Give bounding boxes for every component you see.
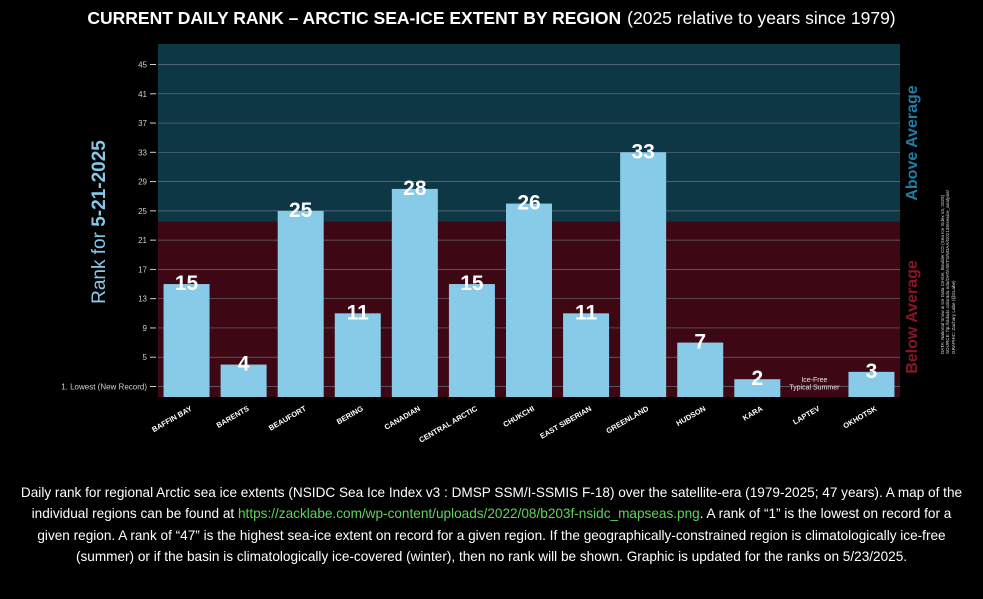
y-tick-label-41: 41 <box>138 90 147 99</box>
x-tick-label-baffin-bay: BAFFIN BAY <box>150 404 193 434</box>
bar-value-east-siberian: 11 <box>575 301 598 324</box>
bar-beaufort <box>277 210 324 397</box>
bar-bering <box>334 313 381 397</box>
y-axis-label-prefix: Rank for <box>89 232 110 304</box>
y-tick-label-25: 25 <box>138 207 147 216</box>
bar-value-kara: 2 <box>751 367 763 390</box>
bar-chukchi <box>506 203 552 397</box>
above-average-label: Above Average <box>904 85 921 201</box>
bar-canadian <box>391 188 438 397</box>
x-tick-label-canadian: CANADIAN <box>383 404 422 432</box>
bar-value-central-arctic: 15 <box>460 272 484 295</box>
region-map-link[interactable]: https://zacklabe.com/wp-content/uploads/… <box>237 506 700 522</box>
no-rank-note-0: Ice-Free <box>801 377 827 384</box>
x-tick-label-barents: BARENTS <box>215 404 251 430</box>
bar-value-okhotsk: 3 <box>866 360 878 383</box>
data-credits: DATA: National Snow & Ice Data Center, B… <box>940 190 956 354</box>
bar-hudson <box>677 342 724 397</box>
caption: Daily rank for regional Arctic sea ice e… <box>20 482 963 567</box>
bar-okhotsk <box>848 371 895 397</box>
y-tick-label-33: 33 <box>138 148 147 157</box>
chart-title: CURRENT DAILY RANK – ARCTIC SEA-ICE EXTE… <box>0 8 983 29</box>
bar-greenland <box>620 152 667 397</box>
bar-chart: 1. Lowest (New Record)591317212529333741… <box>61 44 900 445</box>
x-tick-label-okhotsk: OKHOTSK <box>841 404 878 431</box>
bar-value-beaufort: 25 <box>289 199 313 222</box>
y-tick-label-21: 21 <box>138 236 147 245</box>
y-tick-label-5: 5 <box>143 353 148 362</box>
y-tick-label-45: 45 <box>138 61 147 70</box>
bar-value-chukchi: 26 <box>517 192 540 215</box>
x-tick-label-chukchi: CHUKCHI <box>502 404 536 429</box>
x-tick-label-beaufort: BEAUFORT <box>267 404 308 433</box>
x-tick-label-greenland: GREENLAND <box>605 404 651 436</box>
bar-barents <box>220 364 267 397</box>
x-tick-label-laptev: LAPTEV <box>791 404 821 427</box>
y-tick-label-1: 1. Lowest (New Record) <box>61 383 147 392</box>
above-average-region <box>158 44 900 222</box>
bar-value-canadian: 28 <box>403 177 427 200</box>
bar-value-bering: 11 <box>347 301 370 324</box>
chart-subtitle: (2025 relative to years since 1979) <box>627 8 896 28</box>
y-tick-label-29: 29 <box>138 178 147 187</box>
x-tick-label-central-arctic: CENTRAL ARCTIC <box>417 404 479 445</box>
caption-text-2: . A rank of “1” is the lowest on record … <box>37 506 952 564</box>
x-tick-label-hudson: HUDSON <box>675 404 708 428</box>
caption-text-1: Daily rank for regional Arctic sea ice e… <box>20 485 963 522</box>
y-axis-label: Rank for 5-21-2025 <box>89 140 111 304</box>
bar-value-barents: 4 <box>238 353 250 376</box>
y-axis-label-date: 5-21-2025 <box>89 140 110 227</box>
y-tick-label-9: 9 <box>143 324 148 333</box>
x-tick-label-east-siberian: EAST SIBERIAN <box>538 404 593 441</box>
x-tick-label-kara: KARA <box>741 404 765 423</box>
bar-value-greenland: 33 <box>631 140 654 163</box>
y-tick-label-37: 37 <box>138 119 147 128</box>
below-average-label: Below Average <box>904 260 921 374</box>
chart-title-main: CURRENT DAILY RANK – ARCTIC SEA-ICE EXTE… <box>87 8 622 28</box>
credit-graphic: GRAPHIC: Zachary Labe (@ZLabe) <box>950 280 956 355</box>
y-tick-label-17: 17 <box>138 265 147 274</box>
bar-central-arctic <box>448 284 495 397</box>
y-tick-label-13: 13 <box>138 295 147 304</box>
x-tick-label-bering: BERING <box>335 404 365 426</box>
bar-value-baffin-bay: 15 <box>175 272 199 295</box>
bar-east-siberian <box>563 313 610 397</box>
bar-kara <box>734 379 781 397</box>
bar-baffin-bay <box>163 284 210 397</box>
no-rank-note-1: Typical Summer <box>789 385 840 392</box>
bar-value-hudson: 7 <box>694 331 706 354</box>
